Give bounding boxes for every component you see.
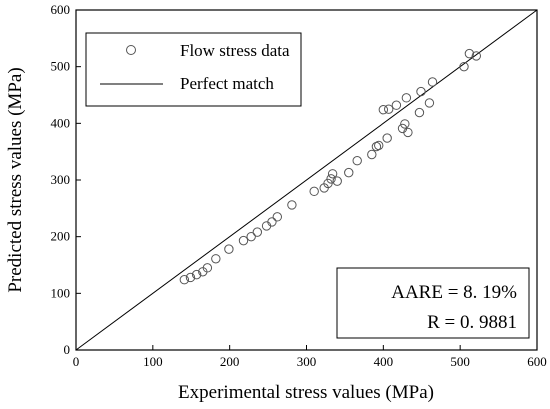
data-point	[403, 127, 413, 138]
data-point	[267, 217, 277, 227]
y-tick-label: 0	[64, 342, 71, 357]
legend-label-flow-stress: Flow stress data	[180, 41, 290, 60]
data-point	[202, 263, 213, 273]
data-point	[326, 174, 336, 184]
data-point	[352, 156, 362, 166]
x-tick-label: 500	[450, 354, 470, 369]
y-tick-label: 300	[51, 172, 71, 187]
data-point	[309, 186, 319, 197]
data-point	[246, 231, 256, 242]
data-point	[414, 107, 425, 118]
data-point	[344, 167, 354, 178]
data-point	[374, 140, 384, 151]
data-point	[416, 86, 426, 97]
data-point	[384, 104, 394, 114]
data-point	[185, 272, 196, 283]
y-tick-label: 600	[51, 2, 71, 17]
data-point	[272, 212, 283, 222]
r-annotation: R = 0. 9881	[427, 312, 517, 333]
flow-stress-series	[179, 48, 482, 285]
data-point	[327, 169, 338, 179]
data-point	[367, 149, 377, 160]
x-tick-label: 100	[143, 354, 163, 369]
data-point	[252, 227, 263, 237]
data-point	[400, 119, 410, 129]
data-point	[224, 244, 234, 254]
legend-label-perfect-match: Perfect match	[180, 74, 274, 93]
data-point	[378, 105, 389, 115]
data-point	[371, 141, 382, 152]
y-tick-label: 100	[51, 285, 71, 300]
y-axis-ticks: 0 100 200 300 400 500 600	[51, 2, 81, 357]
x-axis-title: Experimental stress values (MPa)	[178, 382, 434, 403]
y-tick-label: 200	[51, 229, 71, 244]
data-point	[391, 100, 402, 110]
x-tick-label: 600	[527, 354, 547, 369]
legend-box	[85, 32, 302, 107]
data-point	[459, 61, 469, 72]
data-point	[179, 275, 190, 285]
data-point	[401, 93, 412, 103]
data-point	[287, 200, 297, 210]
plot-frame	[75, 9, 538, 351]
legend-marker-flow-stress	[126, 45, 136, 55]
x-axis-ticks: 0 100 200 300 400 500 600	[73, 345, 547, 369]
data-point	[238, 235, 249, 246]
y-tick-label: 500	[51, 59, 71, 74]
data-point	[191, 269, 202, 280]
x-tick-label: 400	[374, 354, 394, 369]
legend: Flow stress data Perfect match	[85, 32, 302, 107]
data-point	[382, 133, 392, 143]
y-axis-title: Predicted stress values (MPa)	[5, 67, 26, 292]
x-tick-label: 0	[73, 354, 80, 369]
aare-annotation: AARE = 8. 19%	[391, 282, 517, 303]
x-tick-label: 200	[220, 354, 240, 369]
data-point	[471, 51, 482, 61]
y-tick-label: 400	[51, 115, 71, 130]
data-point	[332, 176, 342, 186]
stats-box: AARE = 8. 19% R = 0. 9881	[336, 267, 530, 339]
data-point	[427, 77, 438, 87]
data-point	[464, 48, 475, 59]
data-point	[424, 98, 435, 108]
stats-box-frame	[336, 267, 530, 339]
data-point	[211, 254, 221, 264]
x-tick-label: 300	[297, 354, 317, 369]
